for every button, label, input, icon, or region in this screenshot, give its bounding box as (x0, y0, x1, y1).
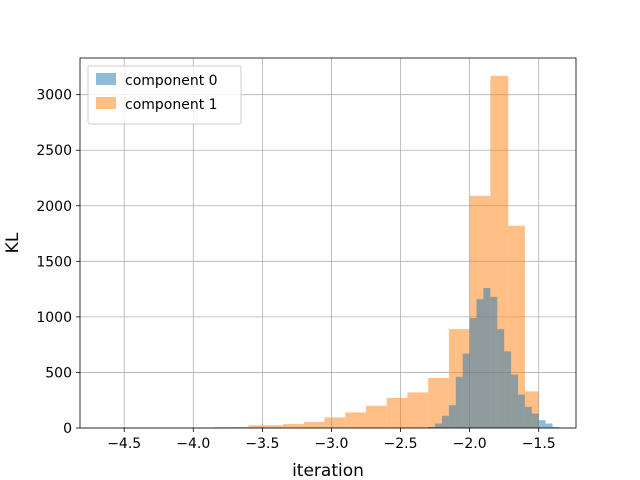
bar-component-1-13 (365, 405, 387, 428)
bar-component-0-6 (469, 318, 477, 428)
y-tick-label-6: 3000 (36, 88, 72, 104)
bar-component-0-10 (497, 329, 505, 428)
plot-frame (79, 57, 577, 429)
y-tick-label-5: 2500 (36, 143, 72, 159)
bar-component-1-8 (248, 425, 284, 428)
bar-component-1-15 (407, 392, 429, 428)
bar-component-0-3 (448, 405, 456, 428)
y-tick-label-2: 1000 (36, 310, 72, 326)
x-tick-label-4: −2.5 (384, 436, 418, 452)
x-tick-label-5: −2.0 (453, 436, 487, 452)
x-tick-label-2: −3.5 (245, 436, 279, 452)
bar-component-0-7 (476, 299, 484, 428)
bar-component-0-9 (490, 296, 498, 428)
x-tick-label-0: −4.5 (107, 436, 141, 452)
bar-component-0-13 (517, 394, 525, 428)
bar-component-0-0 (428, 426, 436, 428)
y-tick-label-0: 0 (63, 421, 72, 437)
bar-component-0-14 (524, 406, 532, 428)
bar-component-0-17 (545, 423, 553, 428)
legend-box (87, 65, 242, 125)
bar-component-1-16 (428, 378, 449, 428)
series-component-0-bars (428, 288, 560, 428)
legend-swatch-component-0 (96, 73, 116, 85)
y-tick-label-1: 500 (45, 365, 72, 381)
legend-label-component-0: component 0 (125, 73, 218, 89)
legend-label-component-1: component 1 (125, 97, 218, 113)
y-tick-label-4: 2000 (36, 199, 72, 215)
bar-component-0-8 (483, 288, 491, 428)
bar-component-1-9 (283, 424, 304, 428)
bar-component-0-1 (435, 423, 442, 428)
bar-component-1-12 (345, 412, 366, 428)
x-axis-ticks: −4.5 −4.0 −3.5 −3.0 −2.5 −2.0 −1.5 (107, 428, 556, 452)
legend-swatch-component-1 (96, 97, 116, 109)
bar-component-0-4 (455, 376, 463, 428)
x-tick-label-1: −4.0 (176, 436, 210, 452)
bar-component-1-7 (231, 426, 249, 428)
bar-component-0-16 (538, 420, 546, 428)
bar-component-0-15 (531, 413, 539, 428)
x-axis-label: iteration (292, 461, 364, 480)
y-tick-label-3: 1500 (36, 254, 72, 270)
bar-component-0-2 (441, 415, 449, 428)
legend: component 0 component 1 (87, 65, 242, 125)
bar-component-0-5 (462, 353, 470, 428)
x-tick-label-3: −3.0 (314, 436, 348, 452)
bar-component-1-11 (324, 417, 346, 428)
y-axis-label: KL (3, 232, 23, 253)
bar-component-1-6 (214, 427, 232, 428)
bar-component-1-14 (386, 398, 408, 428)
bar-component-0-12 (511, 374, 518, 428)
x-tick-label-6: −1.5 (522, 436, 556, 452)
y-axis-ticks: 0 500 1000 1500 2000 2500 3000 (36, 88, 80, 437)
bar-component-0-11 (504, 351, 512, 428)
bar-component-0-18 (552, 426, 560, 428)
bar-component-1-10 (303, 421, 325, 428)
